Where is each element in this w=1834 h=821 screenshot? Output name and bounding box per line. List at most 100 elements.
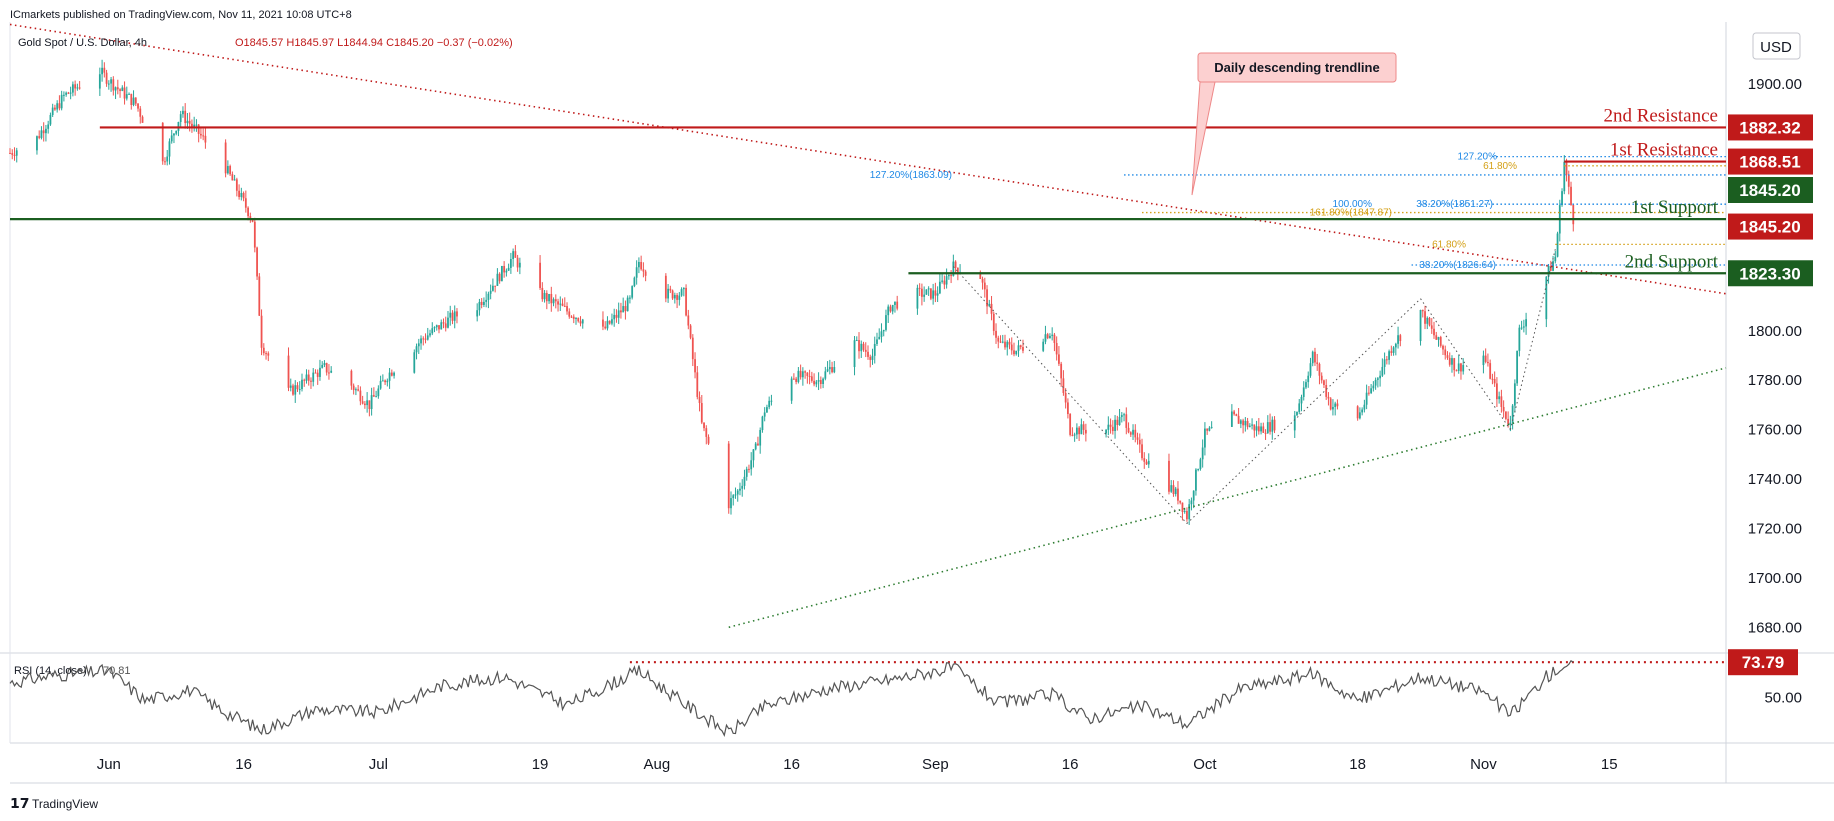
- currency-button-frame[interactable]: [1752, 32, 1801, 60]
- candle-down: [1329, 398, 1332, 410]
- candle-down: [1069, 414, 1072, 435]
- candle-down: [260, 315, 263, 348]
- candle-up: [1044, 334, 1047, 342]
- candle-up: [485, 299, 488, 302]
- candle-down: [247, 207, 249, 217]
- candle-up: [500, 265, 503, 282]
- candle-down: [303, 379, 306, 381]
- candle-up: [1383, 359, 1386, 367]
- fib-layer: 127.20%61.80%127.20%(1863.09)100.00% 38.2…: [870, 152, 1726, 271]
- candle-up: [1513, 383, 1516, 406]
- candle-down: [1168, 460, 1170, 492]
- candle-up: [179, 114, 182, 123]
- candle-up: [512, 251, 515, 260]
- pattern-leg: [1509, 249, 1556, 430]
- price-badge-label: 1868.51: [1739, 153, 1800, 172]
- candle-up: [885, 315, 887, 330]
- currency-label[interactable]: USD: [1760, 39, 1792, 56]
- candle-up: [1516, 350, 1519, 384]
- candle-up: [1451, 358, 1453, 365]
- candle-up: [878, 336, 881, 340]
- candle-down: [456, 311, 458, 317]
- candle-up: [319, 367, 321, 377]
- candle-down: [58, 103, 61, 109]
- candle-up: [1300, 396, 1303, 404]
- candle-up: [1244, 420, 1247, 426]
- candle-up: [673, 295, 676, 299]
- candle-down: [577, 317, 580, 322]
- candle-down: [1500, 396, 1503, 408]
- candle-down: [164, 161, 166, 163]
- candle-up: [294, 385, 297, 395]
- candle-up: [754, 443, 757, 450]
- candle-down: [1253, 424, 1256, 431]
- candle-up: [1509, 422, 1512, 425]
- candle-up: [797, 370, 800, 382]
- candle-down: [1567, 174, 1570, 187]
- candle-down: [676, 295, 678, 300]
- candle-up: [1210, 426, 1213, 428]
- candle-up: [822, 378, 824, 384]
- candle-up: [1017, 345, 1020, 351]
- candle-up: [101, 67, 103, 75]
- candle-down: [1010, 344, 1013, 351]
- candle-up: [1372, 385, 1375, 389]
- candle-up: [1204, 428, 1206, 448]
- candle-down: [795, 378, 798, 382]
- candle-down: [997, 337, 1000, 342]
- candle-up: [1197, 469, 1200, 471]
- candle-down: [1453, 358, 1456, 371]
- candle-up: [613, 314, 616, 320]
- candle-up: [1365, 392, 1368, 405]
- candle-up: [815, 381, 818, 385]
- candle-up: [1374, 379, 1377, 386]
- candle-up: [449, 312, 452, 318]
- candle-down: [896, 301, 899, 309]
- candle-up: [1195, 469, 1197, 491]
- candle-down: [999, 341, 1002, 343]
- candle-down: [1442, 345, 1444, 350]
- candle-down: [862, 343, 865, 350]
- price-axis[interactable]: 1680.00 1700.00 1720.00 1740.00 1760.00 1780.…: [1748, 76, 1802, 637]
- candle-up: [1545, 276, 1548, 320]
- candle-up: [426, 335, 429, 340]
- candle-up: [393, 372, 395, 376]
- candle-down: [1233, 411, 1236, 415]
- candle-down: [242, 192, 245, 199]
- candle-down: [929, 288, 932, 299]
- logo-mark-icon: 𝟭𝟳: [10, 795, 29, 811]
- candle-up: [734, 494, 737, 496]
- candle-down: [1262, 426, 1265, 433]
- candle-up: [128, 93, 130, 95]
- price-badge-label: 1882.32: [1739, 118, 1800, 137]
- candle-down: [1235, 414, 1238, 416]
- candle-down: [191, 123, 193, 127]
- candle-up: [768, 400, 771, 408]
- fib-level-label: 127.20%: [1458, 152, 1498, 163]
- candle-down: [810, 376, 813, 381]
- candle-down: [1062, 378, 1065, 393]
- candle-down: [1172, 485, 1175, 495]
- candle-down: [981, 278, 984, 283]
- candle-up: [1239, 420, 1242, 424]
- pattern-leg: [1420, 298, 1511, 430]
- candle-up: [1123, 414, 1125, 416]
- candle-up: [168, 141, 171, 157]
- candle-up: [76, 87, 79, 89]
- candle-down: [979, 272, 982, 279]
- candle-down: [956, 267, 959, 274]
- price-badge-support: [1728, 177, 1813, 203]
- candle-down: [1084, 429, 1087, 434]
- candle-up: [1073, 434, 1076, 436]
- candle-down: [141, 116, 144, 123]
- price-tick-label: 1900.00: [1748, 76, 1802, 93]
- candle-down: [566, 306, 568, 312]
- candle-down: [325, 363, 328, 373]
- candle-down: [9, 152, 11, 154]
- candle-down: [579, 321, 582, 324]
- time-axis[interactable]: Jun 16 Jul 19 Aug 16 Sep 16 Oct 18 Nov 15: [97, 756, 1618, 773]
- candle-down: [292, 385, 294, 395]
- candle-up: [1462, 365, 1465, 372]
- candle-down: [503, 265, 506, 273]
- price-badge-label: 1845.20: [1739, 181, 1800, 200]
